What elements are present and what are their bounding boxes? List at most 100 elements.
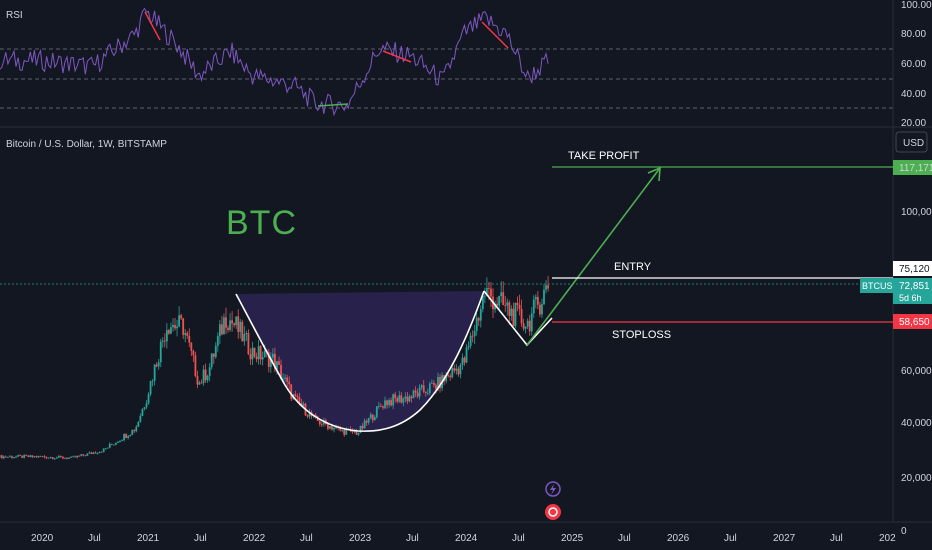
candle	[514, 302, 517, 329]
candle	[251, 341, 254, 365]
candle	[6, 456, 9, 458]
candle-body	[84, 455, 87, 457]
candle	[384, 396, 386, 410]
candle	[172, 318, 174, 332]
candle-body	[426, 392, 429, 394]
candle	[396, 396, 399, 404]
candle-body	[259, 346, 262, 360]
candle-body	[453, 368, 456, 371]
candle-body	[331, 426, 333, 430]
candle	[267, 349, 270, 373]
candle	[180, 313, 183, 320]
candle-body	[86, 453, 89, 456]
candle-body	[412, 390, 415, 398]
events-icons[interactable]	[545, 481, 561, 520]
candle-body	[390, 400, 393, 406]
candle	[530, 307, 533, 336]
candle	[333, 425, 335, 433]
candle-body	[55, 457, 58, 459]
candle-body	[276, 361, 278, 370]
candle	[43, 455, 46, 459]
candle	[13, 456, 15, 459]
candle	[259, 345, 262, 365]
candle-body	[208, 367, 211, 376]
time-axis-label: 2022	[243, 533, 266, 544]
candle	[80, 454, 83, 457]
candle	[35, 455, 38, 458]
candle-body	[524, 326, 527, 329]
candle-body	[359, 425, 362, 433]
candle	[194, 351, 197, 378]
take-profit-price: 117,171	[899, 163, 932, 174]
candle	[524, 326, 527, 334]
rsi-axis-label: 80.00	[901, 29, 926, 40]
candle	[357, 432, 360, 437]
arrow-head	[647, 166, 661, 182]
btc-big-label: BTC	[226, 204, 297, 242]
candle	[174, 317, 176, 331]
time-axis-label: Jul	[618, 533, 631, 544]
candle-body	[45, 457, 48, 459]
candle-body	[278, 361, 280, 365]
earnings-icon[interactable]	[545, 504, 561, 520]
candle-body	[327, 424, 329, 429]
currency-button[interactable]: USD	[895, 131, 928, 153]
candle-body	[477, 317, 480, 321]
candle	[88, 451, 91, 454]
entry-tag	[893, 261, 932, 276]
candle-body	[526, 320, 529, 327]
candle	[64, 457, 66, 459]
candle	[216, 332, 219, 352]
candle	[424, 391, 427, 397]
candle	[102, 448, 105, 453]
candle	[27, 454, 30, 458]
candle-body	[131, 429, 134, 435]
candle-body	[176, 326, 178, 329]
candle-body	[82, 454, 85, 456]
candle	[190, 342, 193, 357]
candle-body	[245, 333, 248, 334]
candle-body	[239, 321, 242, 332]
rsi-divergence-line	[144, 11, 161, 41]
candle-body	[518, 304, 521, 310]
candle-body	[155, 364, 158, 367]
candle	[261, 351, 264, 366]
candle	[178, 306, 181, 328]
candle	[422, 379, 425, 394]
candle-body	[251, 347, 254, 360]
candle	[49, 456, 52, 459]
candle-body	[290, 384, 293, 399]
candle-body	[439, 376, 441, 389]
candle-body	[200, 382, 203, 384]
candle-body	[139, 415, 142, 422]
candle	[98, 451, 101, 454]
earnings-glyph	[548, 507, 558, 517]
candle-body	[92, 452, 95, 454]
symbol-title[interactable]: Bitcoin / U.S. Dollar, 1W, BITSTAMP	[6, 139, 167, 150]
candle-body	[437, 376, 439, 390]
candle-body	[384, 400, 386, 408]
candle	[68, 457, 70, 459]
candle	[196, 370, 199, 389]
candle	[536, 291, 539, 310]
candle	[343, 428, 346, 437]
candle	[39, 455, 42, 457]
rsi-divergence-line	[317, 103, 349, 107]
candle	[112, 444, 115, 446]
candle-body	[9, 456, 11, 458]
candle-body	[320, 424, 323, 425]
candle-body	[486, 288, 488, 296]
candle-body	[255, 356, 258, 360]
candle-body	[4, 456, 7, 458]
candle	[320, 421, 323, 428]
entry-label: ENTRY	[614, 261, 652, 273]
candle	[235, 316, 238, 329]
candle-body	[314, 414, 317, 417]
candle-body	[165, 330, 168, 342]
candle	[455, 364, 458, 375]
candle	[21, 455, 24, 459]
candle-body	[51, 457, 54, 459]
candle	[159, 338, 162, 368]
candle-body	[298, 397, 301, 403]
candle	[41, 455, 44, 458]
